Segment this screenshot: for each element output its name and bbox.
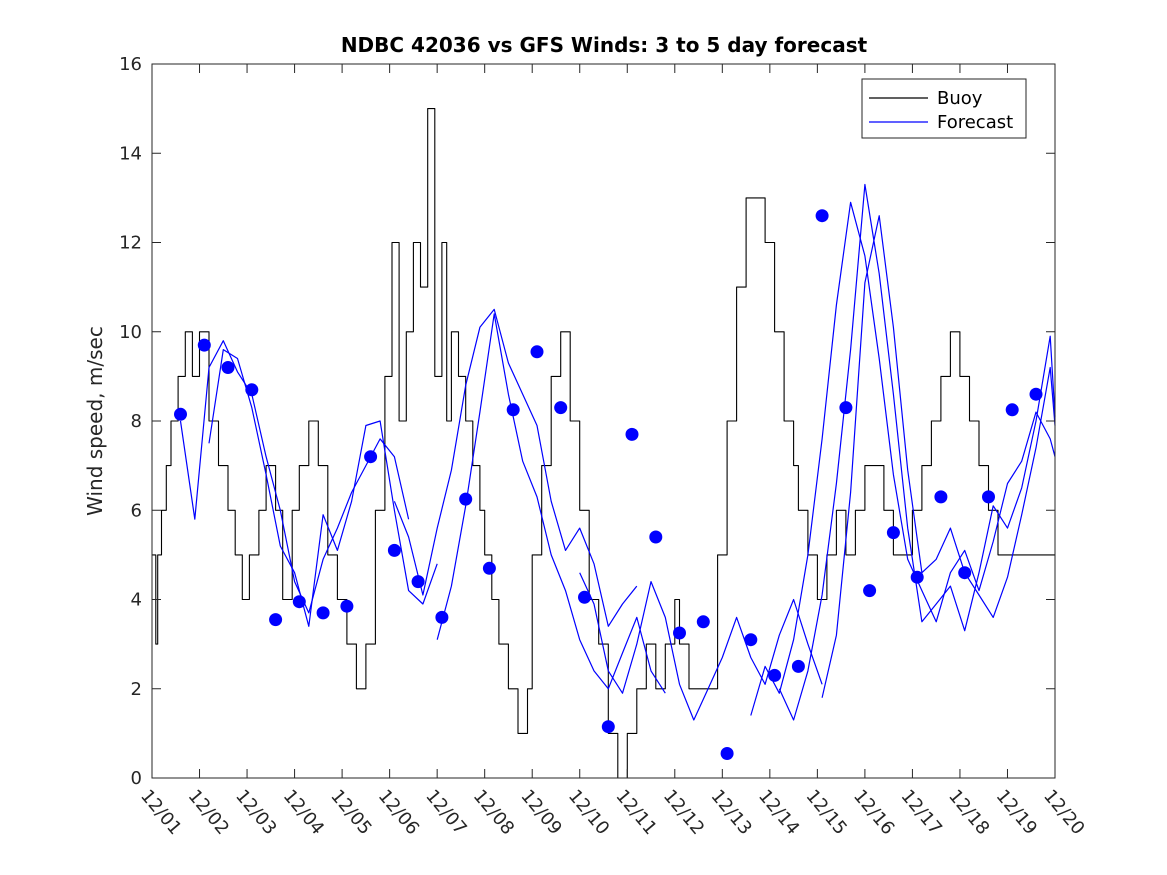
chart-title: NDBC 42036 vs GFS Winds: 3 to 5 day fore… bbox=[341, 33, 868, 57]
forecast-marker-point bbox=[649, 530, 663, 544]
forecast-series-line-6 bbox=[750, 201, 1056, 716]
forecast-marker-point bbox=[863, 584, 877, 598]
forecast-series-line-5 bbox=[579, 572, 823, 721]
forecast-marker-point bbox=[292, 595, 306, 609]
forecast-marker-point bbox=[530, 345, 544, 359]
forecast-series-line-8 bbox=[821, 215, 1056, 698]
forecast-marker-point bbox=[673, 626, 686, 640]
forecast-marker-point bbox=[459, 492, 473, 506]
forecast-marker-point bbox=[815, 209, 829, 223]
forecast-marker-point bbox=[482, 561, 496, 575]
forecast-marker-point bbox=[554, 401, 568, 415]
legend-box bbox=[861, 78, 1027, 139]
y-tick-label: 10 bbox=[119, 322, 142, 343]
forecast-marker-point bbox=[340, 599, 354, 613]
forecast-marker-point bbox=[839, 401, 853, 415]
forecast-marker-point bbox=[791, 659, 805, 673]
forecast-marker-point bbox=[886, 526, 900, 540]
plot-area bbox=[152, 64, 1055, 778]
forecast-marker-point bbox=[435, 610, 449, 624]
y-axis-label: Wind speed, m/sec bbox=[83, 326, 107, 516]
forecast-marker-point bbox=[744, 633, 758, 647]
forecast-marker-point bbox=[245, 383, 259, 397]
forecast-marker-point bbox=[934, 490, 948, 504]
y-tick-label: 2 bbox=[131, 679, 142, 700]
forecast-marker-point bbox=[174, 407, 187, 421]
forecast-series-line-7 bbox=[778, 183, 1056, 721]
forecast-marker-point bbox=[364, 450, 378, 464]
forecast-marker-point bbox=[982, 490, 995, 504]
forecast-marker-point bbox=[720, 747, 734, 760]
y-tick-label: 8 bbox=[131, 411, 142, 432]
forecast-series-line-4 bbox=[436, 313, 666, 694]
forecast-marker-point bbox=[696, 615, 710, 629]
forecast-marker-point bbox=[625, 427, 639, 441]
marker-layer bbox=[174, 209, 1043, 760]
legend: Buoy Forecast bbox=[861, 78, 1027, 139]
forecast-marker-point bbox=[1005, 403, 1019, 417]
forecast-marker-point bbox=[221, 361, 235, 374]
forecast-marker-point bbox=[269, 613, 283, 627]
y-tick-label: 12 bbox=[119, 233, 142, 254]
y-tick-label: 16 bbox=[119, 54, 142, 75]
forecast-marker-point bbox=[958, 566, 972, 580]
forecast-marker-point bbox=[768, 668, 782, 682]
forecast-marker-point bbox=[316, 606, 330, 620]
y-tick-label: 0 bbox=[131, 768, 142, 789]
forecast-marker-point bbox=[578, 590, 591, 604]
forecast-marker-point bbox=[506, 403, 520, 417]
forecast-marker-point bbox=[387, 543, 401, 557]
y-tick-label: 4 bbox=[131, 590, 142, 611]
y-tick-label: 6 bbox=[131, 500, 142, 521]
forecast-series-line-3 bbox=[393, 308, 638, 627]
forecast-marker-point bbox=[1029, 387, 1043, 401]
forecast-marker-point bbox=[601, 720, 615, 734]
legend-buoy-label: Buoy bbox=[937, 88, 983, 109]
legend-forecast-label: Forecast bbox=[937, 112, 1013, 133]
forecast-marker-point bbox=[910, 570, 924, 584]
forecast-marker-point bbox=[411, 575, 425, 589]
y-tick-label: 14 bbox=[119, 143, 142, 164]
forecast-marker-point bbox=[197, 338, 211, 352]
